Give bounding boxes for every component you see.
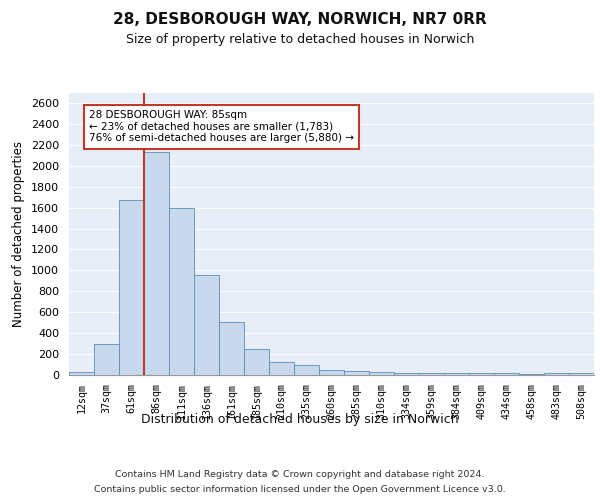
Bar [144,152,169,375]
Bar [569,372,594,375]
Bar [444,373,469,375]
Text: Contains public sector information licensed under the Open Government Licence v3: Contains public sector information licen… [94,485,506,494]
Bar [344,371,369,375]
Text: Size of property relative to detached houses in Norwich: Size of property relative to detached ho… [126,32,474,46]
Text: 28 DESBOROUGH WAY: 85sqm
← 23% of detached houses are smaller (1,783)
76% of sem: 28 DESBOROUGH WAY: 85sqm ← 23% of detach… [89,110,354,144]
Bar [394,373,419,375]
Bar [469,373,494,375]
Bar [269,362,294,375]
Bar [194,274,219,375]
Bar [419,373,444,375]
Bar [519,374,544,375]
Bar [94,344,119,375]
Y-axis label: Number of detached properties: Number of detached properties [13,141,25,327]
Bar [544,373,569,375]
Bar [319,370,344,375]
Bar [294,364,319,375]
Bar [169,208,194,375]
Bar [494,373,519,375]
Bar [219,322,244,375]
Text: Contains HM Land Registry data © Crown copyright and database right 2024.: Contains HM Land Registry data © Crown c… [115,470,485,479]
Bar [369,372,394,375]
Bar [244,349,269,375]
Text: 28, DESBOROUGH WAY, NORWICH, NR7 0RR: 28, DESBOROUGH WAY, NORWICH, NR7 0RR [113,12,487,28]
Bar [69,372,94,375]
Text: Distribution of detached houses by size in Norwich: Distribution of detached houses by size … [141,412,459,426]
Bar [119,200,144,375]
